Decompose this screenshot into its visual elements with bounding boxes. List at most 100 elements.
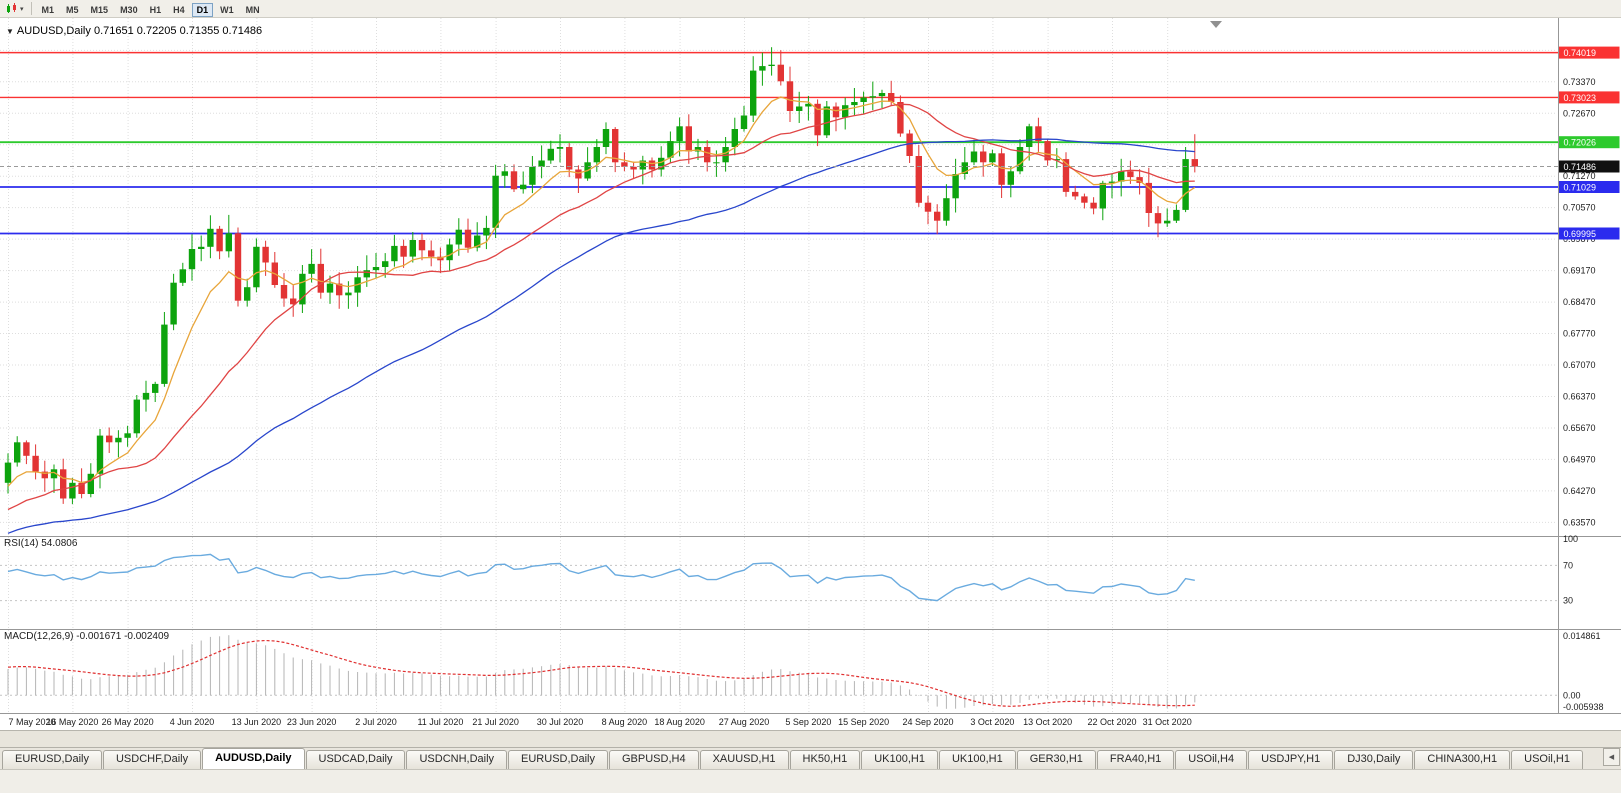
- svg-text:5 Sep 2020: 5 Sep 2020: [785, 717, 831, 727]
- candle-body: [1062, 159, 1070, 192]
- price-badge: 0.69995: [1559, 227, 1620, 240]
- svg-text:11 Jul 2020: 11 Jul 2020: [417, 717, 463, 727]
- candle-body: [501, 171, 508, 176]
- candle-body: [952, 174, 959, 199]
- svg-text:21 Jul 2020: 21 Jul 2020: [472, 717, 519, 727]
- rsi-line: [7, 553, 1195, 602]
- svg-text:70: 70: [1563, 560, 1573, 570]
- svg-text:0.69995: 0.69995: [1564, 229, 1597, 239]
- chart-tab-FRA40-H1[interactable]: FRA40,H1: [1096, 750, 1175, 769]
- candle-body: [1007, 171, 1014, 185]
- rsi-indicator-label: RSI(14) 54.0806: [4, 538, 78, 549]
- chart-tab-USDCAD-Daily[interactable]: USDCAD,Daily: [305, 750, 406, 769]
- candle-body: [1136, 177, 1143, 183]
- candle-body: [483, 227, 490, 236]
- chart-tab-EURUSD-Daily[interactable]: EURUSD,Daily: [508, 750, 608, 769]
- candle-body: [851, 102, 858, 106]
- candle-body: [915, 156, 922, 203]
- timeframe-button-D1[interactable]: D1: [191, 2, 214, 17]
- svg-text:24 Sep 2020: 24 Sep 2020: [902, 717, 953, 727]
- chart-tab-UK100-H1[interactable]: UK100,H1: [861, 750, 938, 769]
- chart-tab-CHINA300-H1[interactable]: CHINA300,H1: [1414, 750, 1511, 769]
- candle-body: [510, 171, 518, 190]
- candle-body: [78, 482, 85, 494]
- candle-body: [225, 233, 232, 252]
- timeframe-button-M1[interactable]: M1: [37, 3, 60, 17]
- timeframe-group: M1 M5 M15 M30 H1 H4 D1 W1 MN: [36, 0, 266, 18]
- svg-text:8 Aug 2020: 8 Aug 2020: [602, 717, 648, 727]
- candle-body: [768, 64, 775, 66]
- svg-text:0.74019: 0.74019: [1564, 48, 1597, 58]
- candle-body: [520, 184, 527, 190]
- candle-body: [391, 245, 398, 262]
- chart-tab-UK100-H1[interactable]: UK100,H1: [938, 750, 1016, 769]
- chart-tab-USOil-H1[interactable]: USOil,H1: [1511, 750, 1583, 769]
- candle-body: [60, 469, 67, 499]
- svg-text:4 Jun 2020: 4 Jun 2020: [170, 717, 215, 727]
- timeframe-toolbar: ▾ M1 M5 M15 M30 H1 H4 D1 W1 MN: [0, 0, 1621, 18]
- symbol-dropdown-icon[interactable]: ▼: [6, 27, 14, 36]
- candle-body: [161, 324, 168, 384]
- candle-body: [1053, 159, 1060, 161]
- candle-body: [860, 97, 867, 102]
- candle-body: [363, 270, 370, 278]
- candle-body: [934, 211, 941, 221]
- chart-tab-GER30-H1[interactable]: GER30,H1: [1016, 750, 1096, 769]
- timeframe-button-MN[interactable]: MN: [241, 3, 265, 17]
- chart-tab-USDCHF-Daily[interactable]: USDCHF,Daily: [102, 750, 202, 769]
- price-chart-canvas[interactable]: 0.740700.733700.726700.719700.712700.705…: [0, 18, 1621, 730]
- price-badge: 0.72026: [1559, 136, 1620, 149]
- svg-text:0.014861: 0.014861: [1563, 631, 1601, 641]
- panel-gap: [0, 731, 1621, 747]
- candle-body: [970, 151, 978, 163]
- macd-axis-labels: 0.014861 0.00 -0.005938: [1563, 631, 1604, 712]
- chart-tab-GBPUSD-H4[interactable]: GBPUSD,H4: [609, 750, 699, 769]
- chart-tab-DJ30-Daily[interactable]: DJ30,Daily: [1334, 750, 1414, 769]
- timeframe-button-H4[interactable]: H4: [168, 3, 190, 17]
- svg-text:31 Oct 2020: 31 Oct 2020: [1143, 717, 1192, 727]
- tab-scroll-left-icon[interactable]: ◀: [1603, 748, 1620, 766]
- candle-body: [253, 246, 260, 288]
- chart-tab-USDJPY-H1[interactable]: USDJPY,H1: [1248, 750, 1334, 769]
- svg-text:0.72026: 0.72026: [1564, 138, 1597, 148]
- candle-body: [713, 162, 720, 164]
- chart-tab-EURUSD-Daily[interactable]: EURUSD,Daily: [2, 750, 102, 769]
- candle-body: [1182, 159, 1189, 210]
- chart-tab-XAUUSD-H1[interactable]: XAUUSD,H1: [699, 750, 789, 769]
- candle-body: [842, 105, 849, 118]
- timeframe-button-H1[interactable]: H1: [145, 3, 167, 17]
- candle-body: [106, 435, 113, 443]
- svg-text:0.67070: 0.67070: [1563, 360, 1596, 370]
- candle-body: [704, 147, 711, 163]
- candle-body: [786, 81, 794, 111]
- svg-text:18 Aug 2020: 18 Aug 2020: [654, 717, 705, 727]
- chart-tab-USDCNH-Daily[interactable]: USDCNH,Daily: [406, 750, 508, 769]
- candle-body: [740, 115, 748, 129]
- candle-body: [878, 93, 886, 97]
- macd-histogram: [7, 635, 1196, 709]
- candle-body: [290, 298, 297, 305]
- svg-text:0.72670: 0.72670: [1563, 108, 1596, 118]
- candle-body: [639, 160, 646, 170]
- candle-body: [1044, 141, 1051, 161]
- timeframe-button-W1[interactable]: W1: [215, 3, 239, 17]
- candle-body: [280, 285, 288, 299]
- timeframe-button-M5[interactable]: M5: [61, 3, 84, 17]
- svg-text:0.66370: 0.66370: [1563, 391, 1596, 401]
- candle-body: [317, 263, 324, 293]
- timeframe-button-M15[interactable]: M15: [86, 3, 114, 17]
- chart-type-button[interactable]: ▾: [3, 1, 27, 16]
- candle-body: [731, 129, 738, 147]
- candle-body: [1191, 159, 1198, 167]
- chart-tab-AUDUSD-Daily[interactable]: AUDUSD,Daily: [202, 748, 305, 769]
- candle-body: [961, 162, 968, 174]
- candle-body: [759, 66, 766, 71]
- timeframe-button-M30[interactable]: M30: [115, 3, 143, 17]
- chart-tab-USOil-H4[interactable]: USOil,H4: [1175, 750, 1248, 769]
- candle-body: [621, 162, 628, 167]
- toolbar-separator: [30, 2, 32, 15]
- candle-body: [464, 229, 472, 248]
- chart-tab-HK50-H1[interactable]: HK50,H1: [789, 750, 861, 769]
- chart-shift-marker[interactable]: [1210, 21, 1222, 28]
